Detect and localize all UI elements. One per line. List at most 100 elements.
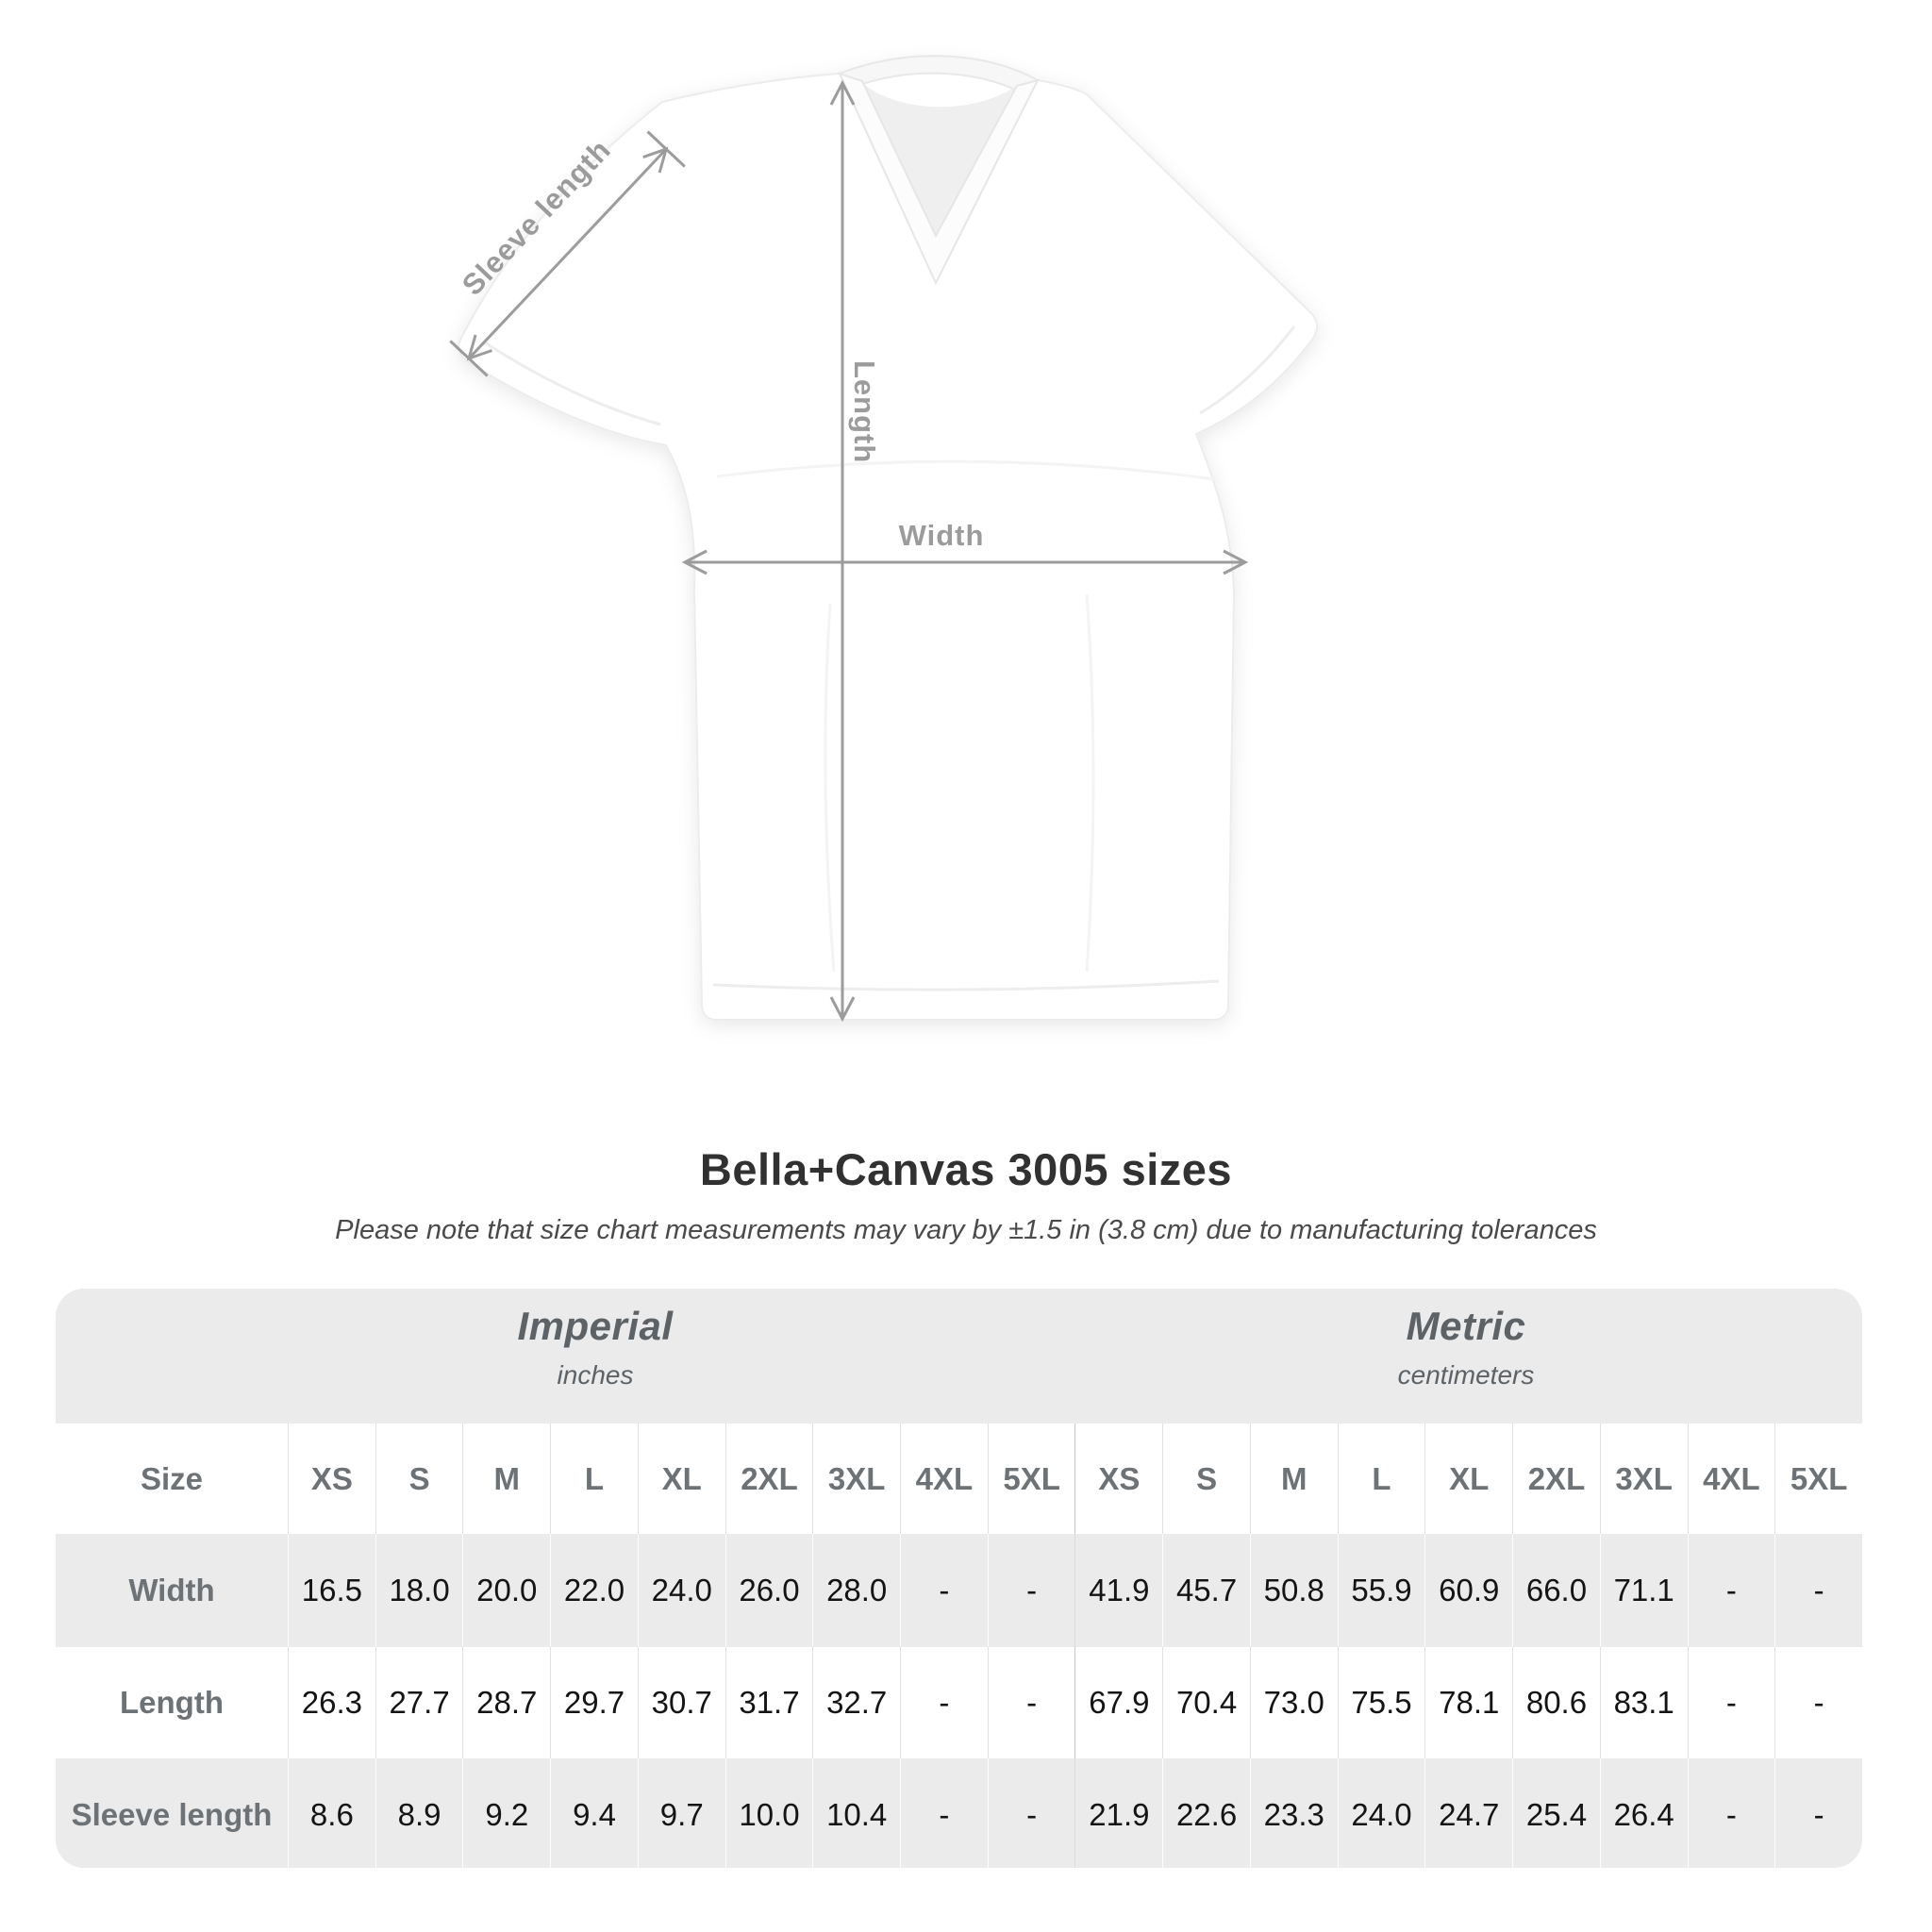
value-cell: 8.9	[375, 1758, 463, 1868]
size-header-cell: S	[375, 1424, 463, 1534]
value-cell: 55.9	[1337, 1534, 1425, 1647]
value-cell: 24.0	[1337, 1758, 1425, 1868]
value-cell: 18.0	[375, 1534, 463, 1647]
size-header-cell: 2XL	[1512, 1424, 1600, 1534]
value-cell: 26.3	[288, 1647, 375, 1758]
metric-label: Metric	[1406, 1304, 1526, 1348]
value-cell: 80.6	[1512, 1647, 1600, 1758]
size-header-cell: 5XL	[987, 1424, 1075, 1534]
value-cell: -	[900, 1758, 988, 1868]
imperial-header: Imperial inches	[517, 1304, 673, 1391]
value-cell: 28.0	[812, 1534, 900, 1647]
value-cell: 16.5	[288, 1534, 375, 1647]
value-cell: -	[1774, 1758, 1862, 1868]
value-cell: 26.4	[1599, 1758, 1688, 1868]
tshirt-diagram: Length Width Sleeve length	[449, 55, 1319, 1023]
size-chart-table: Imperial inches Metric centimeters Size X…	[56, 1289, 1862, 1868]
value-cell: 67.9	[1074, 1647, 1162, 1758]
value-cell: 29.7	[550, 1647, 638, 1758]
size-column-header: Size	[140, 1460, 204, 1496]
length-label: Length	[848, 360, 881, 463]
value-cell: 24.7	[1424, 1758, 1512, 1868]
seam-lines	[482, 325, 1296, 991]
metric-header: Metric centimeters	[1398, 1304, 1535, 1391]
value-cell: 24.0	[637, 1534, 725, 1647]
value-cell: 71.1	[1599, 1534, 1688, 1647]
size-header-cell: XL	[637, 1424, 725, 1534]
value-cell: 21.9	[1074, 1758, 1162, 1868]
value-cell: -	[1774, 1647, 1862, 1758]
table-body: Size XS S M L XL 2XL 3XL 4XL 5XL XS S M L XL 2XL 3XL 4XL 5…	[56, 1424, 1862, 1868]
value-cell: 8.6	[288, 1758, 375, 1868]
value-cell: -	[1774, 1534, 1862, 1647]
row-label: Width	[128, 1573, 215, 1607]
value-cell: -	[900, 1647, 988, 1758]
value-cell: 83.1	[1599, 1647, 1688, 1758]
collar	[838, 55, 1040, 286]
size-header-cell: XS	[288, 1424, 375, 1534]
value-cell: 66.0	[1512, 1534, 1600, 1647]
size-header-cell: 2XL	[724, 1424, 813, 1534]
table-row: Size XS S M L XL 2XL 3XL 4XL 5XL XS S M L XL 2XL 3XL 4XL 5…	[56, 1424, 1862, 1534]
size-header-cell: 4XL	[900, 1424, 988, 1534]
value-cell: -	[900, 1534, 988, 1647]
value-cell: 22.0	[550, 1534, 638, 1647]
value-cell: 9.2	[462, 1758, 550, 1868]
size-header-cell: XS	[1074, 1424, 1162, 1534]
table-row: Length 26.3 27.7 28.7 29.7 30.7 31.7 32.7- -67.9…	[56, 1647, 1862, 1758]
value-cell: -	[1687, 1534, 1775, 1647]
length-arrow	[829, 79, 856, 1023]
size-header-cell: 5XL	[1774, 1424, 1862, 1534]
table-row: Sleeve length 8.6 8.9 9.2 9.4 9.7 10.0 10.4- -21…	[56, 1758, 1862, 1868]
tolerance-note: Please note that size chart measurements…	[335, 1215, 1597, 1245]
imperial-label: Imperial	[517, 1304, 674, 1348]
size-header-cell: XL	[1424, 1424, 1512, 1534]
value-cell: 28.7	[462, 1647, 550, 1758]
value-cell: 30.7	[637, 1647, 725, 1758]
tshirt-silhouette	[458, 58, 1319, 1021]
value-cell: 60.9	[1424, 1534, 1512, 1647]
value-cell: -	[987, 1534, 1075, 1647]
value-cell: 70.4	[1162, 1647, 1250, 1758]
value-cell: -	[987, 1647, 1075, 1758]
value-cell: 10.0	[724, 1758, 813, 1868]
value-cell: 78.1	[1424, 1647, 1512, 1758]
value-cell: -	[1687, 1647, 1775, 1758]
value-cell: 41.9	[1074, 1534, 1162, 1647]
value-cell: 75.5	[1337, 1647, 1425, 1758]
size-header-cell: S	[1162, 1424, 1250, 1534]
value-cell: 25.4	[1512, 1758, 1600, 1868]
size-header-cell: L	[550, 1424, 638, 1534]
width-label: Width	[899, 519, 985, 552]
value-cell: 26.0	[724, 1534, 813, 1647]
value-cell: -	[1687, 1758, 1775, 1868]
width-arrow	[681, 549, 1249, 575]
size-header-cell: M	[462, 1424, 550, 1534]
value-cell: 20.0	[462, 1534, 550, 1647]
value-cell: 9.4	[550, 1758, 638, 1868]
size-chart-title: Bella+Canvas 3005 sizes	[699, 1144, 1233, 1194]
imperial-unit-label: inches	[557, 1360, 634, 1390]
value-cell: 73.0	[1249, 1647, 1338, 1758]
size-header-cell: 4XL	[1687, 1424, 1775, 1534]
row-label: Length	[120, 1685, 224, 1720]
sleeve-length-arrow	[449, 130, 686, 377]
value-cell: 32.7	[812, 1647, 900, 1758]
value-cell: 27.7	[375, 1647, 463, 1758]
metric-unit-label: centimeters	[1397, 1360, 1535, 1390]
size-header-cell: L	[1337, 1424, 1425, 1534]
value-cell: 45.7	[1162, 1534, 1250, 1647]
value-cell: -	[987, 1758, 1075, 1868]
value-cell: 10.4	[812, 1758, 900, 1868]
row-label: Sleeve length	[71, 1796, 273, 1832]
size-header-cell: 3XL	[812, 1424, 900, 1534]
value-cell: 50.8	[1249, 1534, 1338, 1647]
value-cell: 23.3	[1249, 1758, 1338, 1868]
size-header-cell: M	[1249, 1424, 1338, 1534]
value-cell: 9.7	[637, 1758, 725, 1868]
size-header-cell: 3XL	[1599, 1424, 1688, 1534]
table-header: Imperial inches Metric centimeters	[56, 1289, 1862, 1424]
value-cell: 31.7	[724, 1647, 813, 1758]
table-row: Width 16.5 18.0 20.0 22.0 24.0 26.0 28.0- -41.9 4…	[56, 1534, 1862, 1647]
value-cell: 22.6	[1162, 1758, 1250, 1868]
